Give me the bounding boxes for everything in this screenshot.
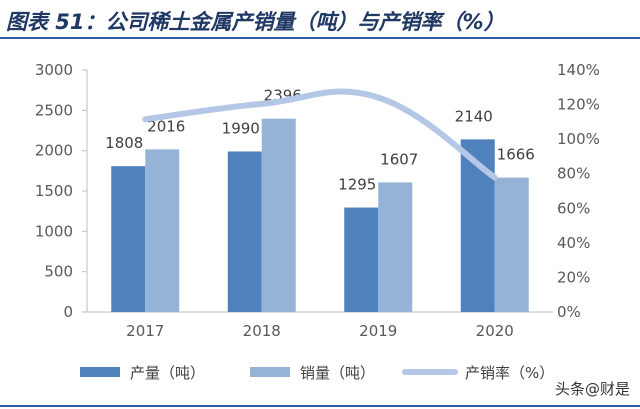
x-tick-label: 2019 xyxy=(359,322,397,340)
legend-sales-swatch xyxy=(250,367,290,377)
y-tick-label: 3000 xyxy=(35,61,73,79)
data-label-production: 2140 xyxy=(455,107,493,125)
y2-tick-label: 0% xyxy=(557,303,581,321)
x-tick-label: 2018 xyxy=(243,322,281,340)
data-label-sales: 1666 xyxy=(497,146,535,164)
bar-production xyxy=(344,207,379,312)
bottom-divider xyxy=(0,405,640,407)
y-tick-label: 2000 xyxy=(35,142,73,160)
bar-sales xyxy=(378,182,413,312)
data-label-production: 1295 xyxy=(338,176,376,194)
y2-tick-label: 140% xyxy=(557,61,600,79)
watermark: 头条@财是 xyxy=(554,380,630,398)
data-label-production: 1808 xyxy=(105,134,143,152)
legend-sales-label: 销量（吨） xyxy=(300,364,375,382)
x-tick-label: 2017 xyxy=(126,322,164,340)
x-tick-label: 2020 xyxy=(476,322,514,340)
legend-production-swatch xyxy=(80,367,120,377)
bar-sales xyxy=(261,118,296,313)
legend-ratio-label: 产销率（%） xyxy=(465,364,554,382)
y2-tick-label: 40% xyxy=(557,234,590,252)
y-tick-label: 0 xyxy=(63,303,73,321)
title-divider xyxy=(0,37,640,39)
data-label-production: 1990 xyxy=(222,119,260,137)
line-ratio xyxy=(142,88,498,181)
bar-sales xyxy=(145,149,180,312)
y-tick-label: 2500 xyxy=(35,101,73,119)
bar-sales xyxy=(494,177,529,312)
data-label-sales: 2016 xyxy=(147,117,185,135)
y2-tick-label: 20% xyxy=(557,268,590,286)
bar-production xyxy=(111,166,146,312)
chart-title-bar: 图表 51：公司稀土金属产销量（吨）与产销率（%） xyxy=(0,0,640,40)
y-tick-label: 500 xyxy=(44,263,73,281)
bar-production xyxy=(227,151,262,312)
y2-tick-label: 60% xyxy=(557,199,590,217)
y2-tick-label: 120% xyxy=(557,96,600,114)
data-label-sales: 1607 xyxy=(380,150,418,168)
chart-title: 图表 51：公司稀土金属产销量（吨）与产销率（%） xyxy=(6,10,505,34)
legend-production-label: 产量（吨） xyxy=(130,364,205,382)
y-tick-label: 1000 xyxy=(35,222,73,240)
y-tick-label: 1500 xyxy=(35,182,73,200)
bar-production xyxy=(460,139,495,312)
y2-tick-label: 100% xyxy=(557,130,600,148)
y2-tick-label: 80% xyxy=(557,165,590,183)
